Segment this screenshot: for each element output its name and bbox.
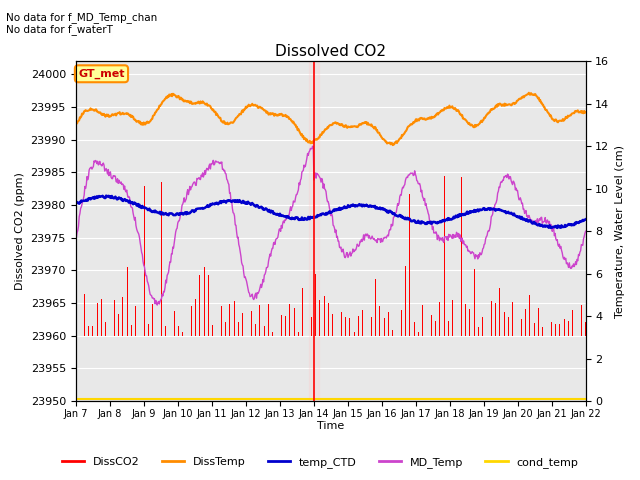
Bar (161, 182, 162, 336)
Bar (212, 324, 213, 336)
Bar (568, 321, 569, 336)
Bar (529, 295, 531, 336)
Bar (165, 326, 166, 336)
Bar (144, 186, 145, 336)
Bar (525, 310, 526, 336)
Bar (308, 61, 319, 401)
Text: No data for f_MD_Temp_chan: No data for f_MD_Temp_chan (6, 12, 157, 23)
Bar (332, 314, 333, 336)
Bar (456, 320, 458, 336)
Bar (448, 321, 449, 336)
Bar (208, 275, 209, 336)
Bar (311, 317, 312, 336)
X-axis label: Time: Time (317, 421, 344, 432)
Bar (255, 324, 256, 336)
Bar (148, 324, 149, 336)
Bar (444, 176, 445, 336)
Bar (465, 304, 466, 336)
Bar (217, 301, 218, 336)
Bar (152, 304, 153, 336)
Bar (418, 332, 419, 336)
Bar (251, 312, 252, 336)
Bar (79, 330, 81, 336)
Bar (341, 312, 342, 336)
Bar (345, 317, 346, 336)
Bar (328, 303, 329, 336)
Y-axis label: Dissolved CO2 (ppm): Dissolved CO2 (ppm) (15, 172, 25, 290)
Bar (388, 312, 389, 336)
Bar (289, 304, 291, 336)
Bar (319, 300, 321, 336)
Bar (92, 326, 93, 336)
Bar (349, 318, 350, 336)
Bar (401, 311, 402, 336)
Bar (538, 308, 539, 336)
Bar (559, 324, 560, 336)
Bar (572, 311, 573, 336)
Bar (187, 315, 188, 336)
Bar (358, 315, 359, 336)
Bar (414, 322, 415, 336)
Bar (276, 331, 278, 336)
Bar (302, 288, 303, 336)
Bar (195, 300, 196, 336)
Bar (371, 317, 372, 336)
Bar (234, 301, 235, 336)
Bar (182, 332, 183, 336)
Bar (542, 327, 543, 336)
Bar (178, 326, 179, 336)
Bar (246, 268, 248, 336)
Y-axis label: Temperature, Water Level (cm): Temperature, Water Level (cm) (615, 144, 625, 318)
Bar (131, 325, 132, 336)
Bar (221, 306, 222, 336)
Bar (354, 332, 355, 336)
Bar (581, 305, 582, 336)
Legend: DissCO2, DissTemp, temp_CTD, MD_Temp, cond_temp: DissCO2, DissTemp, temp_CTD, MD_Temp, co… (57, 452, 583, 472)
Bar (375, 279, 376, 336)
Bar (122, 298, 124, 336)
Bar (508, 317, 509, 336)
Bar (298, 332, 299, 336)
Bar (521, 320, 522, 336)
Bar (259, 305, 260, 336)
Bar (405, 266, 406, 336)
Bar (491, 301, 492, 336)
Bar (422, 305, 423, 336)
Bar (135, 306, 136, 336)
Bar (431, 315, 432, 336)
Bar (118, 314, 119, 336)
Bar (204, 267, 205, 336)
Bar (285, 315, 286, 336)
Bar (486, 327, 488, 336)
Bar (392, 330, 393, 336)
Bar (384, 318, 385, 336)
Bar (362, 310, 363, 336)
Title: Dissolved CO2: Dissolved CO2 (275, 44, 386, 59)
Text: No data for f_waterT: No data for f_waterT (6, 24, 113, 35)
Bar (478, 327, 479, 336)
Bar (427, 330, 428, 336)
Bar (495, 303, 496, 336)
Text: GT_met: GT_met (78, 69, 125, 79)
Bar (585, 322, 586, 336)
Bar (452, 300, 453, 336)
Bar (109, 303, 110, 336)
Bar (114, 300, 115, 336)
Bar (174, 312, 175, 336)
Bar (499, 288, 500, 336)
Bar (268, 304, 269, 336)
Bar (88, 326, 89, 336)
Bar (238, 322, 239, 336)
Bar (516, 326, 518, 336)
Bar (101, 299, 102, 336)
Bar (191, 306, 192, 336)
Bar (474, 269, 475, 336)
Bar (551, 322, 552, 336)
Bar (225, 323, 226, 336)
Bar (105, 323, 106, 336)
Bar (281, 314, 282, 336)
Bar (435, 322, 436, 336)
Bar (555, 324, 556, 336)
